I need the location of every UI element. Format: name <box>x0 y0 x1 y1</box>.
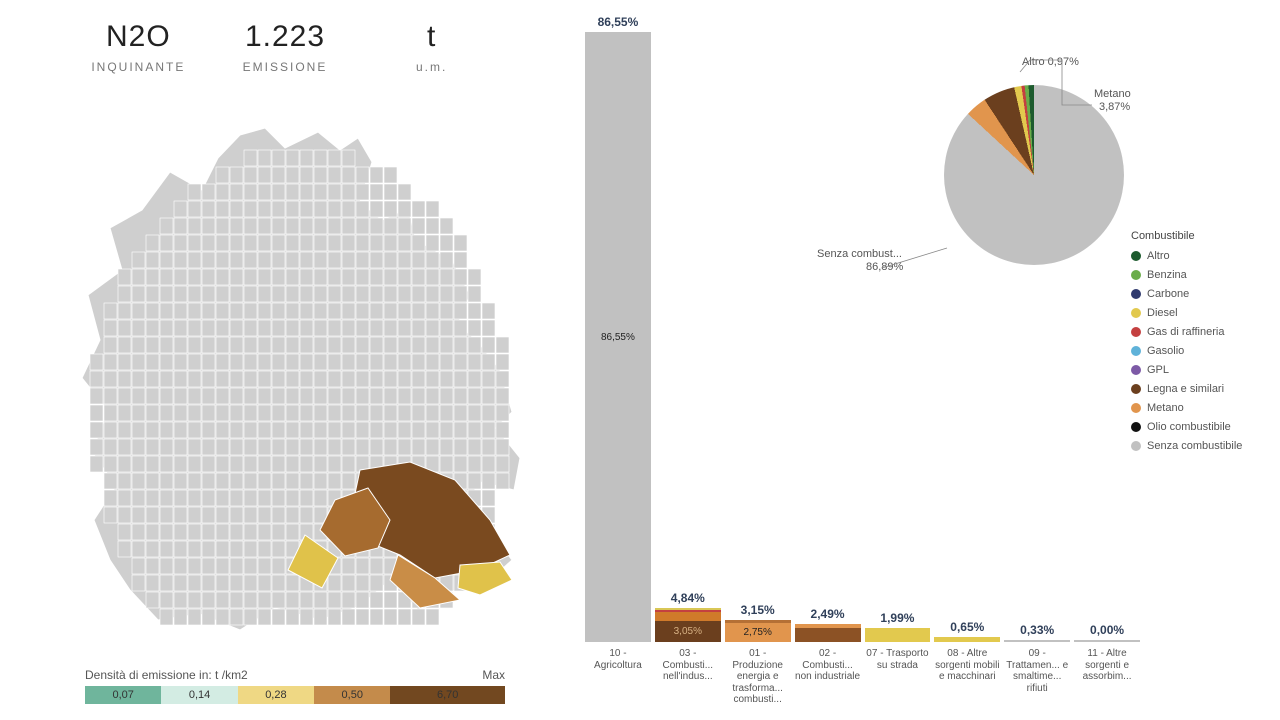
bar-segment <box>934 637 1000 642</box>
bar-column[interactable]: 0,33% <box>1004 623 1070 642</box>
bar-x-label: 02 - Combusti... non industriale <box>795 648 861 706</box>
fuel-legend-item[interactable]: Altro <box>1131 250 1256 262</box>
bar-column[interactable]: 4,84% 3,05% <box>655 591 721 642</box>
fuel-legend-label: Olio combustibile <box>1147 421 1231 433</box>
fuel-legend-label: Carbone <box>1147 288 1189 300</box>
fuel-legend: Combustibile Altro Benzina Carbone Diesel Ga… <box>1131 230 1256 459</box>
bar-segment: 2,75% <box>725 623 791 642</box>
emission-value: 1.223 <box>227 20 344 54</box>
choropleth-map[interactable] <box>60 110 530 650</box>
fuel-legend-label: Benzina <box>1147 269 1187 281</box>
bar-total-label: 0,00% <box>1090 623 1124 637</box>
bar-x-label: 01 - Produzione energia e trasforma... c… <box>725 648 791 706</box>
swatch-icon <box>1131 308 1141 318</box>
fuel-legend-item[interactable]: Senza combustibile <box>1131 440 1256 452</box>
unit-cell: t u.m. <box>373 20 490 74</box>
bar-total-label: 2,49% <box>811 607 845 621</box>
swatch-icon <box>1131 441 1141 451</box>
bar-segment <box>865 628 931 642</box>
pollutant-cell: N2O INQUINANTE <box>80 20 197 74</box>
density-stop: 0,14 <box>161 686 237 704</box>
density-legend-label: Densità di emissione in: t /km2 <box>85 668 248 682</box>
fuel-legend-label: Altro <box>1147 250 1170 262</box>
pie-leader-lines <box>812 50 1172 310</box>
density-stop: 0,07 <box>85 686 161 704</box>
swatch-icon <box>1131 270 1141 280</box>
swatch-icon <box>1131 384 1141 394</box>
bar-x-label: 09 - Trattamen... e smaltime... rifiuti <box>1004 648 1070 706</box>
bar-total-label: 3,15% <box>741 603 775 617</box>
fuel-legend-item[interactable]: Benzina <box>1131 269 1256 281</box>
bar-segment <box>1004 640 1070 642</box>
bar-x-labels: 10 - Agricoltura03 - Combusti... nell'in… <box>585 648 1140 706</box>
density-legend: Densità di emissione in: t /km2 Max 0,07… <box>85 668 505 704</box>
emission-label: EMISSIONE <box>227 60 344 74</box>
fuel-legend-item[interactable]: Metano <box>1131 402 1256 414</box>
density-stop: 0,50 <box>314 686 390 704</box>
fuel-legend-label: GPL <box>1147 364 1169 376</box>
bar-x-label: 08 - Altre sorgenti mobili e macchinari <box>934 648 1000 706</box>
fuel-legend-item[interactable]: Diesel <box>1131 307 1256 319</box>
fuel-legend-item[interactable]: Olio combustibile <box>1131 421 1256 433</box>
bar-column[interactable]: 0,65% <box>934 620 1000 642</box>
fuel-legend-label: Legna e similari <box>1147 383 1224 395</box>
map-svg <box>60 110 530 650</box>
fuel-legend-label: Gas di raffineria <box>1147 326 1224 338</box>
swatch-icon <box>1131 289 1141 299</box>
bar-segment <box>795 628 861 642</box>
bar-segment: 3,05% <box>655 621 721 642</box>
unit-value: t <box>373 20 490 54</box>
bar-column[interactable]: 2,49% <box>795 607 861 642</box>
bar-column[interactable]: 86,55% 86,55% <box>585 15 651 642</box>
bar-segment <box>1074 640 1140 642</box>
fuel-legend-label: Diesel <box>1147 307 1178 319</box>
density-stop: 0,28 <box>238 686 314 704</box>
bar-total-label: 1,99% <box>880 611 914 625</box>
fuel-legend-label: Metano <box>1147 402 1184 414</box>
fuel-legend-label: Senza combustibile <box>1147 440 1242 452</box>
bar-segment <box>655 612 721 620</box>
fuel-legend-item[interactable]: Gasolio <box>1131 345 1256 357</box>
pollutant-value: N2O <box>80 20 197 54</box>
pollutant-label: INQUINANTE <box>80 60 197 74</box>
fuel-legend-label: Gasolio <box>1147 345 1184 357</box>
bar-x-label: 10 - Agricoltura <box>585 648 651 706</box>
fuel-pie-chart[interactable]: Altro 0,97%Metano3,87%Senza combust...86… <box>932 60 1132 300</box>
fuel-legend-item[interactable]: Legna e similari <box>1131 383 1256 395</box>
density-stop: 6,70 <box>390 686 505 704</box>
fuel-legend-item[interactable]: Carbone <box>1131 288 1256 300</box>
fuel-legend-item[interactable]: Gas di raffineria <box>1131 326 1256 338</box>
density-legend-max: Max <box>482 668 505 682</box>
emission-cell: 1.223 EMISSIONE <box>227 20 344 74</box>
density-bar: 0,070,140,280,506,70 <box>85 686 505 704</box>
swatch-icon <box>1131 327 1141 337</box>
swatch-icon <box>1131 422 1141 432</box>
swatch-icon <box>1131 403 1141 413</box>
bar-x-label: 03 - Combusti... nell'indus... <box>655 648 721 706</box>
swatch-icon <box>1131 346 1141 356</box>
bar-total-label: 86,55% <box>598 15 639 29</box>
fuel-legend-item[interactable]: GPL <box>1131 364 1256 376</box>
bar-segment: 86,55% <box>585 32 651 642</box>
bar-column[interactable]: 0,00% <box>1074 623 1140 642</box>
bar-column[interactable]: 3,15% 2,75% <box>725 603 791 642</box>
bar-column[interactable]: 1,99% <box>865 611 931 642</box>
bar-x-label: 11 - Altre sorgenti e assorbim... <box>1074 648 1140 706</box>
bar-total-label: 0,65% <box>950 620 984 634</box>
summary-header: N2O INQUINANTE 1.223 EMISSIONE t u.m. <box>80 20 490 74</box>
bar-total-label: 4,84% <box>671 591 705 605</box>
bar-total-label: 0,33% <box>1020 623 1054 637</box>
bar-x-label: 07 - Trasporto su strada <box>865 648 931 706</box>
swatch-icon <box>1131 251 1141 261</box>
unit-label: u.m. <box>373 60 490 74</box>
fuel-legend-title: Combustibile <box>1131 230 1256 242</box>
swatch-icon <box>1131 365 1141 375</box>
